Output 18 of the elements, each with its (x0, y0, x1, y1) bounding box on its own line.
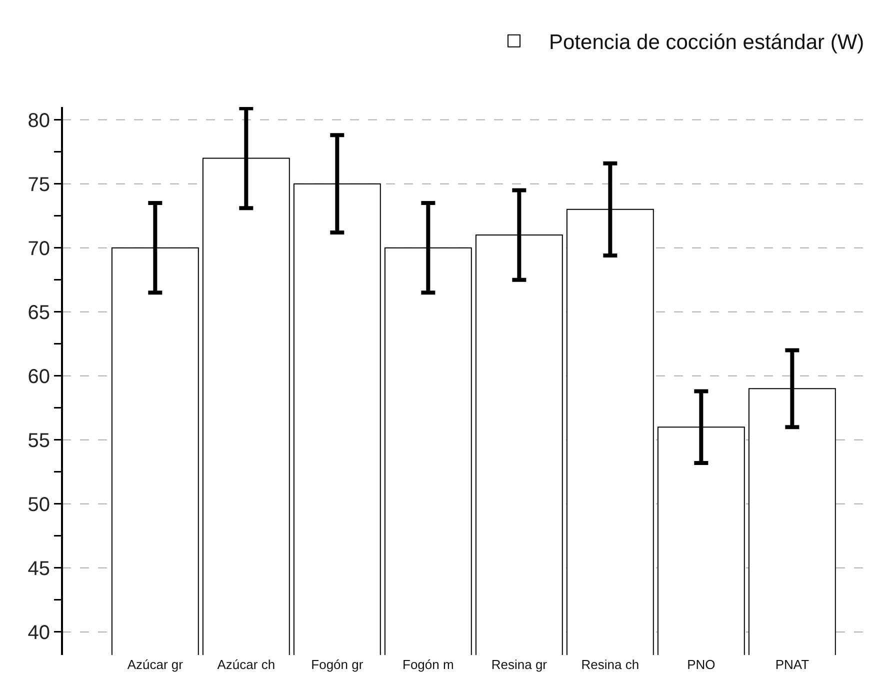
y-tick-label: 70 (28, 238, 50, 260)
y-tick-label: 80 (28, 110, 50, 132)
x-tick-label: Fogón gr (311, 657, 364, 672)
x-tick-label: Azúcar ch (217, 657, 276, 672)
x-tick-label: Fogón m (402, 657, 454, 672)
x-tick-label: Azúcar gr (127, 657, 184, 672)
x-tick-label: Resina gr (491, 657, 548, 672)
y-tick-label: 75 (28, 174, 50, 196)
x-tick-label: PNO (687, 657, 716, 672)
y-tick-label: 55 (28, 430, 50, 452)
legend-label: Potencia de cocción estándar (W) (549, 31, 864, 54)
y-tick-label: 65 (28, 302, 50, 324)
x-tick-label: Resina ch (581, 657, 640, 672)
y-tick-label: 40 (28, 622, 50, 644)
y-tick-label: 50 (28, 494, 50, 516)
y-tick-label: 60 (28, 366, 50, 388)
x-tick-label: PNAT (775, 657, 810, 672)
y-tick-label: 45 (28, 558, 50, 580)
